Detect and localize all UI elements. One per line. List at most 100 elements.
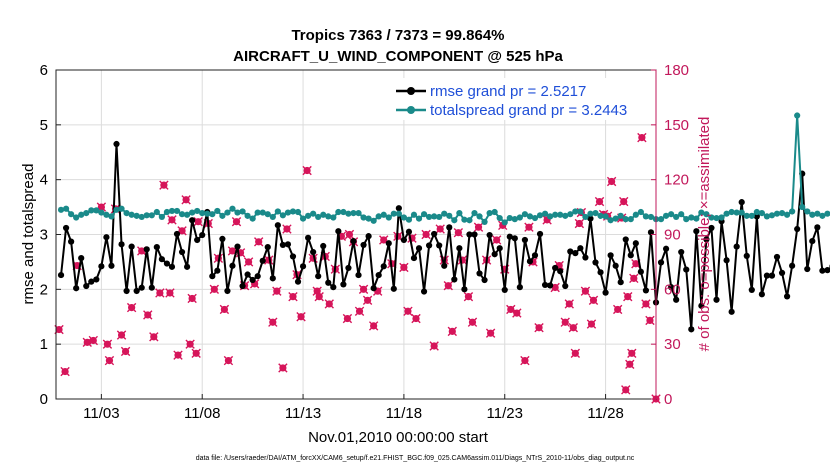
totalspread-point [113,206,120,213]
obs-marker-cross [467,317,478,327]
totalspread-point [259,209,266,216]
totalspread-point [602,213,609,220]
rmse-point [486,231,493,239]
rmse-point [128,243,135,250]
totalspread-point [294,208,302,216]
totalspread-point [239,208,246,215]
obs-marker [243,257,254,267]
rmse-point [194,236,201,244]
rmse-point [410,254,418,262]
totalspread-point [153,208,160,216]
obs-marker [403,306,413,316]
totalspread-point [355,210,362,217]
rmse-point [133,287,140,295]
rmse-point [521,236,529,244]
totalspread-point [501,219,508,226]
obs-marker-cross [165,288,175,298]
totalspread-point [284,209,292,216]
obs-marker [457,255,468,265]
totalspread-point [340,208,347,216]
rmse-point [148,284,155,291]
totalspread-point [526,213,534,220]
totalspread-point [163,208,171,216]
totalspread-point [461,216,468,223]
totalspread-point [778,210,786,217]
obs-marker-cross [102,339,113,349]
rmse-point [108,262,115,269]
obs-marker-cross [637,132,647,143]
totalspread-point [350,210,357,217]
totalspread-point [400,214,407,221]
rmse-point [552,264,559,272]
obs-marker-cross [491,235,502,245]
obs-marker [467,317,478,327]
rmse-point [758,291,765,298]
obs-marker-cross [223,355,234,366]
obs-marker-cross [185,339,195,349]
rmse-point [365,233,372,240]
obs-marker-cross [231,217,242,227]
totalspread-point [234,209,241,216]
totalspread-point [819,212,826,219]
x-axis: 11/03 11/08 11/13 11/18 11/23 11/28 [83,394,624,422]
obs-marker [641,299,651,309]
rmse-point [284,241,292,248]
totalspread-point [728,208,735,216]
rmse-point [138,284,145,291]
obs-marker [344,229,355,240]
totalspread-point [471,210,478,217]
totalspread-point [320,211,327,218]
totalspread-point [62,205,70,212]
rmse-point [370,285,377,292]
totalspread-point [183,211,191,218]
obs-marker-cross [570,348,581,359]
totalspread-point [541,210,549,217]
totalspread-point [622,216,629,223]
obs-marker-cross [594,196,605,207]
obs-marker [181,195,191,205]
totalspread-point [405,216,413,223]
rmse-point [491,251,498,258]
x-tick-label: 11/23 [487,405,523,422]
totalspread-point [592,210,599,217]
rmse-point [597,269,604,276]
series-layer [57,112,830,333]
obs-marker [126,302,137,313]
rmse-point [713,296,720,303]
totalspread-point [88,207,95,214]
rmse-line [60,143,830,331]
totalspread-point [128,211,135,218]
chart-title-line1: Tropics 7363 / 7373 = 99.864% [291,27,504,44]
totalspread-point [138,213,145,221]
totalspread-point [612,215,619,222]
totalspread-point [325,213,332,220]
rmse-point [441,262,448,269]
rmse-point [405,228,413,235]
obs-marker-cross [288,291,298,302]
rmse-point [557,268,564,275]
totalspread-point [395,210,402,217]
obs-marker-cross [429,341,439,351]
rmse-point [224,287,231,295]
obs-marker-cross [342,313,353,324]
rmse-point [431,230,438,238]
obs-marker-cross [120,346,131,357]
rmse-point [698,302,705,309]
obs-marker-cross [588,295,599,305]
obs-marker [302,165,312,176]
left-tick-label: 0 [40,391,48,408]
rmse-point [476,270,483,277]
totalspread-point [824,210,830,217]
obs-marker [191,348,201,359]
totalspread-point [415,215,423,222]
totalspread-point [627,216,634,223]
totalspread-point [360,214,367,221]
rmse-point [547,282,554,289]
totalspread-point [335,208,342,216]
x-axis-label: Nov.01,2010 00:00:00 start [308,429,489,446]
rmse-point [678,248,685,256]
rmse-point [420,288,428,295]
totalspread-point [657,216,665,223]
rmse-point [78,254,85,262]
obs-marker-cross [302,165,312,176]
